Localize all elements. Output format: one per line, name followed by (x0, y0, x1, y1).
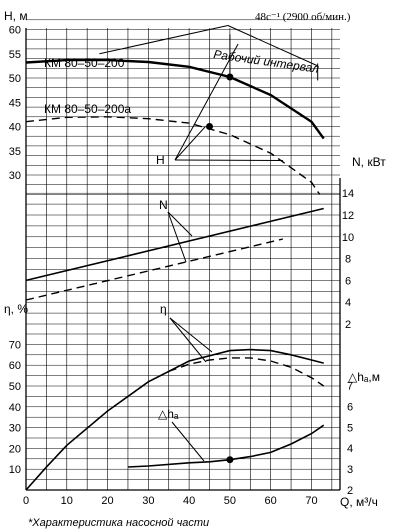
power-curve-base (25, 207, 324, 282)
h-leader (174, 43, 239, 161)
dh-tick-label: 2 (347, 485, 353, 497)
efficiency-curve-base (25, 348, 324, 491)
n-leader (167, 211, 193, 237)
eta-leader (169, 317, 213, 353)
n-tick-label: 10 (342, 232, 354, 244)
h-tick-label: 45 (9, 97, 21, 109)
h-tick-label: 55 (9, 49, 21, 61)
h-axis-label: H, м (4, 9, 28, 23)
n-leader (167, 211, 187, 263)
dh-tick-label: 6 (347, 401, 353, 413)
x-tick-label: 30 (142, 495, 154, 507)
curves (25, 25, 325, 491)
eta-tick-label: 20 (9, 443, 21, 455)
h-tick-label: 35 (9, 146, 21, 158)
caption: *Характеристика насосной части (28, 517, 209, 529)
head-curve-a (25, 116, 321, 195)
x-tick-label: 0 (23, 495, 29, 507)
eta-tick-label: 30 (9, 423, 21, 435)
pump-a-label: КМ 80–50–200 (44, 56, 125, 70)
dh-axis-label: △hₐ,м (348, 370, 380, 384)
n-tick-label: 8 (345, 254, 351, 266)
h-leader (174, 126, 206, 161)
power-curve-a (25, 238, 284, 301)
n-axis-label: N, кВт (352, 155, 386, 169)
speed-note: 48c⁻¹ (2900 об/мин.) (255, 11, 351, 23)
x-tick-label: 60 (265, 495, 277, 507)
x-tick-label: 40 (183, 495, 195, 507)
q-axis-label: Q, м³/ч (340, 495, 378, 509)
tick-labels: 0 10 20 30 40 50 60 703035404550556024681012141… (9, 25, 354, 508)
working-interval-line (99, 25, 229, 55)
dh-tick-label: 3 (347, 464, 353, 476)
n-tick-label: 14 (342, 188, 354, 200)
eta-curve-label: η (160, 302, 167, 316)
h-curve-label: H (156, 153, 165, 167)
h-tick-label: 30 (9, 170, 21, 182)
eta-axis-label: η, % (4, 302, 28, 316)
npsh-curve-base (127, 424, 325, 468)
eta-tick-label: 50 (9, 381, 21, 393)
grid (25, 19, 341, 491)
eta-tick-label: 60 (9, 360, 21, 372)
head-curve-base (25, 58, 325, 140)
working-range-label: Рабочий интервал (213, 47, 321, 76)
operating-point (226, 456, 234, 464)
dh-leader (171, 421, 205, 462)
efficiency-curve-a (168, 357, 325, 387)
x-tick-label: 10 (61, 495, 73, 507)
n-curve-label: N (159, 198, 168, 212)
operating-point (206, 123, 214, 130)
dh-tick-label: 7 (347, 381, 353, 393)
working-interval-line (227, 25, 318, 67)
x-tick-label: 20 (101, 495, 113, 507)
dh-tick-label: 4 (347, 443, 353, 455)
x-tick-label: 50 (224, 495, 236, 507)
eta-tick-label: 40 (9, 402, 21, 414)
pump-b-label: КМ 80–50–200а (44, 102, 131, 116)
x-tick-label: 70 (305, 495, 317, 507)
eta-leader (169, 317, 207, 363)
h-tick-label: 50 (9, 73, 21, 85)
n-tick-label: 2 (345, 319, 351, 331)
h-tick-label: 40 (9, 122, 21, 134)
h-tick-label: 60 (9, 25, 21, 37)
dh-curve-label: △hₐ (158, 407, 179, 421)
eta-tick-label: 10 (9, 464, 21, 476)
dh-tick-label: 5 (347, 422, 353, 434)
n-tick-label: 4 (345, 297, 351, 309)
n-tick-label: 12 (342, 210, 354, 222)
eta-tick-label: 70 (9, 339, 21, 351)
n-tick-label: 6 (345, 275, 351, 287)
